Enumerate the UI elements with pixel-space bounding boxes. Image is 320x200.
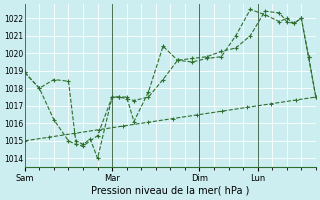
- X-axis label: Pression niveau de la mer( hPa ): Pression niveau de la mer( hPa ): [91, 186, 250, 196]
